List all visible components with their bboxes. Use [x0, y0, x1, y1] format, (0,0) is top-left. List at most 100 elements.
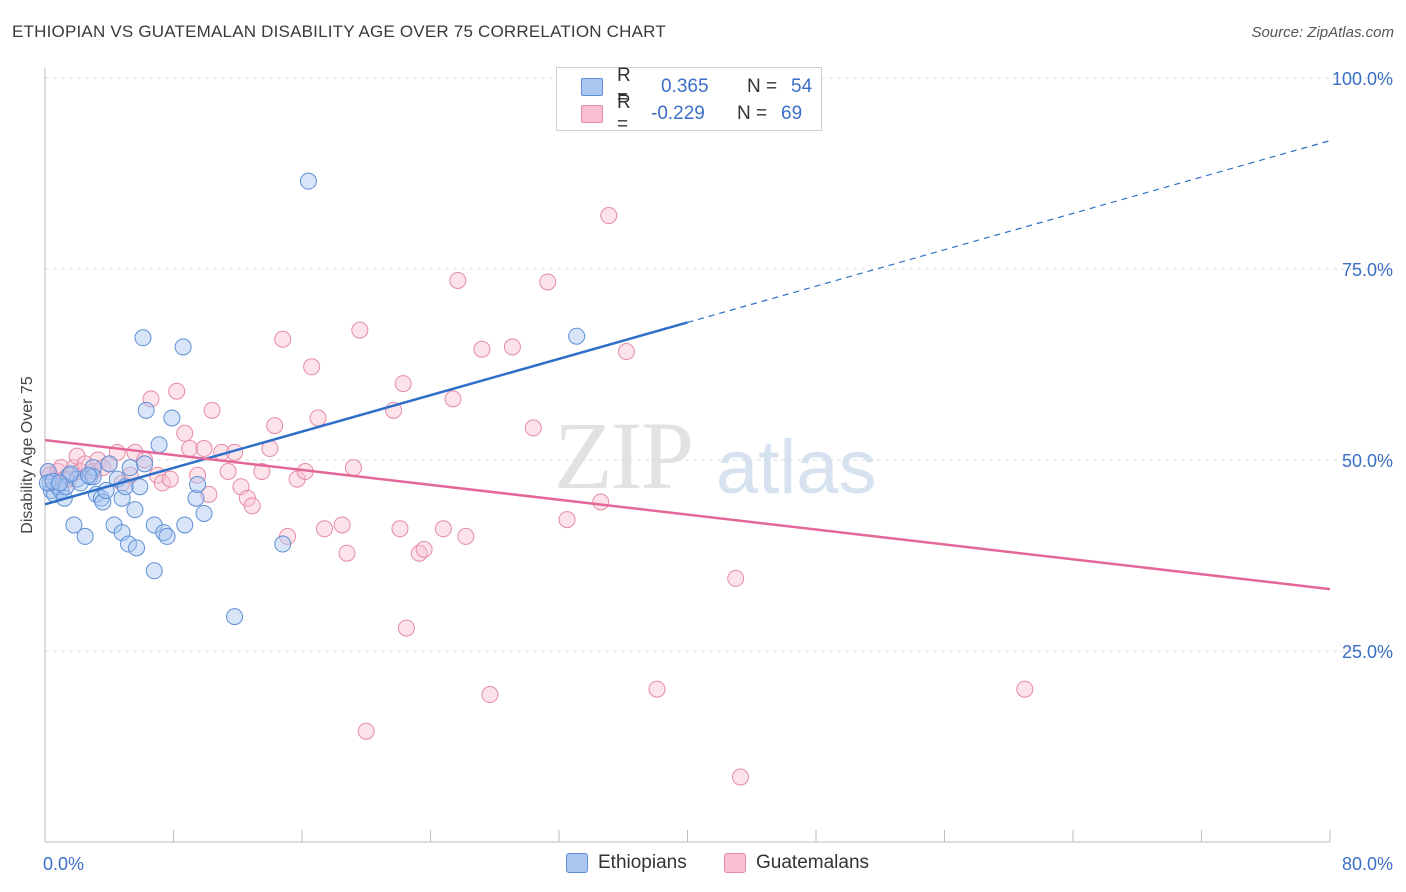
guatemalan-point — [600, 207, 618, 225]
ethiopian-point — [145, 562, 163, 580]
guatemalan-point — [524, 419, 542, 437]
guatemalan-point — [243, 497, 261, 515]
stats-row-ethiopians: R = 0.365 N = 54 — [581, 65, 813, 108]
guatemalan-point — [309, 409, 327, 427]
r-label: R = — [617, 65, 631, 108]
guatemalan-point — [592, 493, 610, 511]
guatemalan-point — [338, 544, 356, 562]
watermark-atlas: atlas — [716, 425, 877, 510]
guatemalan-point — [153, 474, 171, 492]
y-tick-label: 100.0% — [1332, 69, 1393, 89]
ethiopian-point — [176, 516, 194, 534]
guatemalan-point — [391, 520, 409, 538]
guatemalan-point — [315, 520, 333, 538]
guatemalan-point — [732, 768, 750, 786]
ethiopian-point — [189, 475, 207, 493]
ethiopian-point — [136, 455, 154, 473]
ethiopian-point — [50, 474, 68, 492]
ethiopian-point — [94, 493, 112, 511]
ethiopian-point — [131, 478, 149, 496]
n-label: N = — [747, 76, 778, 97]
guatemalan-point — [415, 540, 433, 558]
r-value: 0.365 — [661, 76, 709, 97]
guatemalan-point — [397, 619, 415, 637]
guatemalans-swatch — [581, 105, 603, 123]
ethiopian-point — [100, 455, 118, 473]
ethiopian-point — [158, 527, 176, 545]
x-tick-label: 80.0% — [1342, 854, 1393, 874]
chart-title: ETHIOPIAN VS GUATEMALAN DISABILITY AGE O… — [12, 22, 666, 41]
guatemalan-point — [394, 375, 412, 393]
guatemalan-point — [727, 569, 745, 587]
n-value: 54 — [791, 76, 813, 97]
guatemalan-point — [142, 390, 160, 408]
y-tick-label: 25.0% — [1342, 642, 1393, 662]
guatemalan-point — [351, 321, 369, 339]
ethiopian-point — [174, 338, 192, 356]
ethiopian-point — [568, 327, 586, 345]
n-label: N = — [737, 103, 768, 124]
guatemalan-point — [303, 358, 321, 376]
ethiopian-point — [274, 535, 292, 553]
ethiopians-legend-swatch — [566, 853, 588, 873]
legend-label-ethiopians: Ethiopians — [598, 852, 687, 873]
guatemalan-point — [195, 440, 213, 458]
ethiopian-point — [226, 608, 244, 626]
ethiopian-point — [128, 539, 146, 557]
guatemalan-point — [648, 680, 666, 698]
guatemalan-point — [434, 520, 452, 538]
legend-item-guatemalans[interactable]: Guatemalans — [724, 852, 869, 874]
ethiopian-point — [65, 516, 83, 534]
guatemalan-point — [189, 466, 207, 484]
guatemalan-point — [1016, 680, 1034, 698]
guatemalan-point — [617, 343, 635, 361]
ethiopian-point — [62, 465, 80, 483]
ethiopian-point — [187, 489, 205, 507]
series-legend: Ethiopians Guatemalans — [0, 852, 1406, 876]
ethiopian-point — [79, 466, 97, 484]
watermark-zip: ZIP — [554, 402, 694, 509]
guatemalan-point — [444, 390, 462, 408]
guatemalan-point — [168, 382, 186, 400]
guatemalan-point — [473, 340, 491, 358]
guatemalan-point — [333, 516, 351, 534]
legend-item-ethiopians[interactable]: Ethiopians — [566, 852, 687, 874]
guatemalan-point — [219, 462, 237, 480]
ethiopian-point — [38, 474, 56, 492]
guatemalan-point — [503, 338, 521, 356]
y-tick-label: 75.0% — [1342, 260, 1393, 280]
ethiopian-point — [195, 504, 213, 522]
ethiopian-trend-line — [44, 321, 688, 506]
guatemalan-point — [176, 424, 194, 442]
guatemalan-point — [253, 462, 271, 480]
x-tick-label: 0.0% — [43, 854, 84, 874]
legend-label-guatemalans: Guatemalans — [756, 852, 870, 873]
guatemalan-point — [539, 273, 557, 291]
n-value: 69 — [781, 103, 803, 124]
ethiopian-point — [150, 436, 168, 454]
stats-legend: R = 0.365 N = 54 R = -0.229 N = 69 — [556, 65, 822, 135]
ethiopian-point — [121, 459, 139, 477]
guatemalan-point — [203, 401, 221, 419]
guatemalan-point — [266, 417, 284, 435]
r-label: R = — [617, 92, 631, 135]
guatemalan-point — [449, 271, 467, 289]
source-note: Source: ZipAtlas.com — [1251, 24, 1394, 41]
r-value: -0.229 — [651, 103, 705, 124]
ethiopian-point — [120, 535, 138, 553]
guatemalan-point — [181, 440, 199, 458]
guatemalan-trend-line — [44, 438, 1331, 591]
ethiopian-point — [113, 489, 131, 507]
guatemalan-point — [200, 485, 218, 503]
guatemalans-legend-swatch — [724, 853, 746, 873]
y-tick-label: 50.0% — [1342, 451, 1393, 471]
guatemalan-point — [457, 527, 475, 545]
guatemalan-point — [357, 722, 375, 740]
ethiopian-point — [44, 472, 62, 490]
ethiopian-point — [134, 329, 152, 347]
guatemalan-point — [274, 330, 292, 348]
ethiopian-point — [76, 527, 94, 545]
ethiopian-point — [126, 501, 144, 519]
guatemalan-point — [161, 470, 179, 488]
guatemalan-point — [558, 511, 576, 529]
